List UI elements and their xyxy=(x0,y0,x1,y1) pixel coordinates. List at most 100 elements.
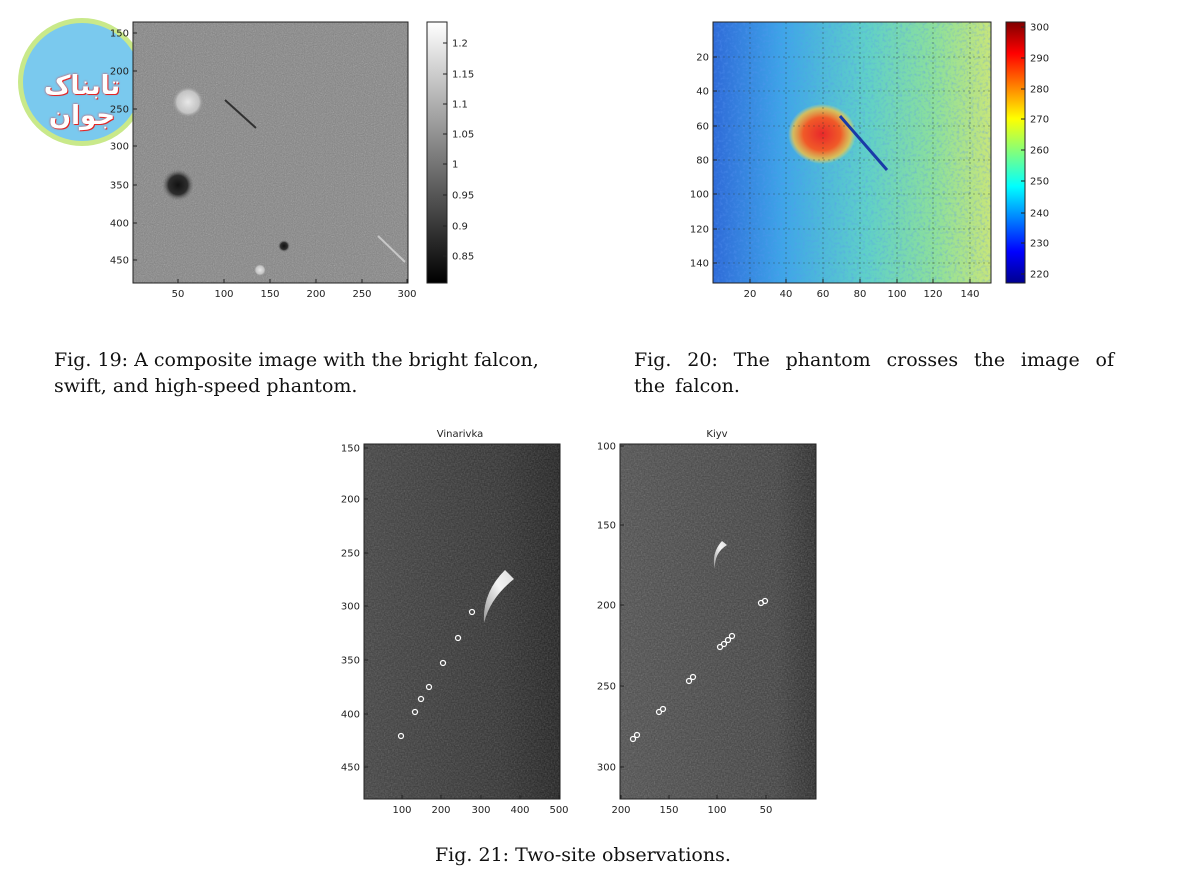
fig21-left-y-tick-label: 250 xyxy=(341,549,360,560)
marker xyxy=(454,634,462,642)
fig20-cb-tick-label: 280 xyxy=(1030,85,1049,96)
marker xyxy=(689,673,697,681)
fig21-left-track-markers xyxy=(397,608,476,740)
fig19-cb-tick-label: 1.2 xyxy=(452,39,468,50)
fig19-x-tick-label: 200 xyxy=(306,289,325,300)
marker xyxy=(417,695,425,703)
fig21-right-x-tick-label: 150 xyxy=(659,805,678,816)
fig20-y-axis: 20 40 60 80 100 120 140 xyxy=(690,53,717,270)
fig21-left-x-tick-label: 400 xyxy=(510,805,529,816)
fig21-right-y-tick-label: 300 xyxy=(597,763,616,774)
fig21-left-x-tick-label: 500 xyxy=(549,805,568,816)
fig20-y-tick-label: 140 xyxy=(690,259,709,270)
fig20-colorbar-ticks: 300 290 280 270 260 250 240 230 220 xyxy=(1021,23,1049,281)
fig19-y-tick-label: 350 xyxy=(110,181,129,192)
marker xyxy=(724,636,732,644)
fig21-left-x-tick-label: 100 xyxy=(392,805,411,816)
fig21-right-y-tick-label: 150 xyxy=(597,521,616,532)
fig19-cb-tick-label: 1.15 xyxy=(452,70,474,81)
fig20-y-tick-label: 80 xyxy=(696,156,709,167)
fig21-right-y-tick-label: 250 xyxy=(597,682,616,693)
fig21-right-y-tick-label: 200 xyxy=(597,601,616,612)
fig20-colorbar xyxy=(1005,21,1026,284)
fig20-cb-tick-label: 290 xyxy=(1030,54,1049,65)
marker xyxy=(655,708,663,716)
marker xyxy=(728,632,736,640)
fig20-image xyxy=(712,21,992,284)
fig19-cb-tick-label: 1.05 xyxy=(452,130,474,141)
fig19-cb-tick-label: 1.1 xyxy=(452,100,468,111)
watermark-text: تابناک جوان xyxy=(43,71,121,131)
fig19-image xyxy=(132,21,409,284)
fig21-right-title: Kiyv xyxy=(706,429,727,440)
fig19-y-axis: 150 200 250 300 350 400 450 xyxy=(110,29,137,267)
fig19-y-tick-label: 200 xyxy=(110,67,129,78)
fig20-cb-tick-label: 250 xyxy=(1030,177,1049,188)
fig21-left-crescent xyxy=(483,570,514,623)
fig19-colorbar-ticks: 1.2 1.15 1.1 1.05 1 0.95 0.9 0.85 xyxy=(443,39,474,263)
fig19-cb-tick-label: 0.95 xyxy=(452,191,474,202)
fig21-left-y-tick-label: 400 xyxy=(341,710,360,721)
fig19-x-tick-label: 300 xyxy=(397,289,416,300)
fig20-x-tick-label: 80 xyxy=(854,289,867,300)
fig21-left-y-tick-label: 350 xyxy=(341,656,360,667)
fig19-x-tick-label: 50 xyxy=(172,289,185,300)
fig21-left-x-axis: 100 200 300 400 500 xyxy=(392,795,569,816)
fig20-x-tick-label: 140 xyxy=(960,289,979,300)
fig20-y-tick-label: 60 xyxy=(696,122,709,133)
fig21-right-x-tick-label: 100 xyxy=(707,805,726,816)
fig20-x-tick-label: 40 xyxy=(780,289,793,300)
fig19-y-tick-label: 300 xyxy=(110,142,129,153)
fig20-cb-tick-label: 300 xyxy=(1030,23,1049,34)
fig21-figure: Vinarivka 150 200 250 300 350 400 450 100 200 30… xyxy=(341,429,817,816)
marker xyxy=(425,683,433,691)
fig20-x-tick-label: 60 xyxy=(817,289,830,300)
fig21-right-track-markers xyxy=(629,597,769,743)
fig19-cb-tick-label: 0.9 xyxy=(452,222,468,233)
fig20-y-tick-label: 20 xyxy=(696,53,709,64)
fig19-caption: Fig. 19: A composite image with the brig… xyxy=(54,349,539,397)
fig21-right-y-tick-label: 100 xyxy=(597,442,616,453)
fig21-right-x-axis: 200 150 100 50 xyxy=(611,795,772,816)
fig20-x-axis: 20 40 60 80 100 120 140 xyxy=(744,279,980,300)
fig20-x-tick-label: 120 xyxy=(923,289,942,300)
fig20-y-tick-label: 100 xyxy=(690,190,709,201)
fig21-caption: Fig. 21: Two-site observations. xyxy=(435,844,731,866)
fig21-right-x-tick-label: 50 xyxy=(760,805,773,816)
fig20-cb-tick-label: 220 xyxy=(1030,270,1049,281)
fig19-y-tick-label: 250 xyxy=(110,105,129,116)
fig20-y-tick-label: 120 xyxy=(690,225,709,236)
fig21-left-x-tick-label: 200 xyxy=(431,805,450,816)
fig21-right-y-axis: 100 150 200 250 300 xyxy=(597,442,624,774)
marker xyxy=(411,708,419,716)
marker xyxy=(633,731,641,739)
fig20-x-tick-label: 100 xyxy=(887,289,906,300)
fig21-left-image xyxy=(363,443,561,800)
fig19-y-tick-label: 150 xyxy=(110,29,129,40)
fig21-left-title: Vinarivka xyxy=(437,429,483,440)
fig21-right-x-tick-label: 200 xyxy=(611,805,630,816)
marker xyxy=(468,608,476,616)
fig19-cb-tick-label: 1 xyxy=(452,160,458,171)
fig19-y-tick-label: 400 xyxy=(110,219,129,230)
fig19-x-tick-label: 250 xyxy=(352,289,371,300)
fig20-cb-tick-label: 240 xyxy=(1030,209,1049,220)
fig21-left-y-tick-label: 150 xyxy=(341,444,360,455)
fig20-x-tick-label: 20 xyxy=(744,289,757,300)
fig20-cb-tick-label: 260 xyxy=(1030,146,1049,157)
marker xyxy=(685,677,693,685)
fig20-figure: 20 40 60 80 100 120 140 20 40 60 80 100 120 140 300 2… xyxy=(690,21,1049,300)
marker xyxy=(439,659,447,667)
fig19-colorbar xyxy=(426,21,448,284)
fig21-left-y-tick-label: 300 xyxy=(341,602,360,613)
fig21-left-y-tick-label: 450 xyxy=(341,763,360,774)
marker xyxy=(720,640,728,648)
marker xyxy=(629,735,637,743)
fig20-caption: Fig. 20: The phantom crosses the image o… xyxy=(634,349,1114,397)
fig21-right-image xyxy=(619,443,817,800)
fig20-cb-tick-label: 230 xyxy=(1030,239,1049,250)
fig20-cb-tick-label: 270 xyxy=(1030,115,1049,126)
marker xyxy=(716,643,724,651)
watermark-logo: تابناک جوان xyxy=(18,18,146,146)
